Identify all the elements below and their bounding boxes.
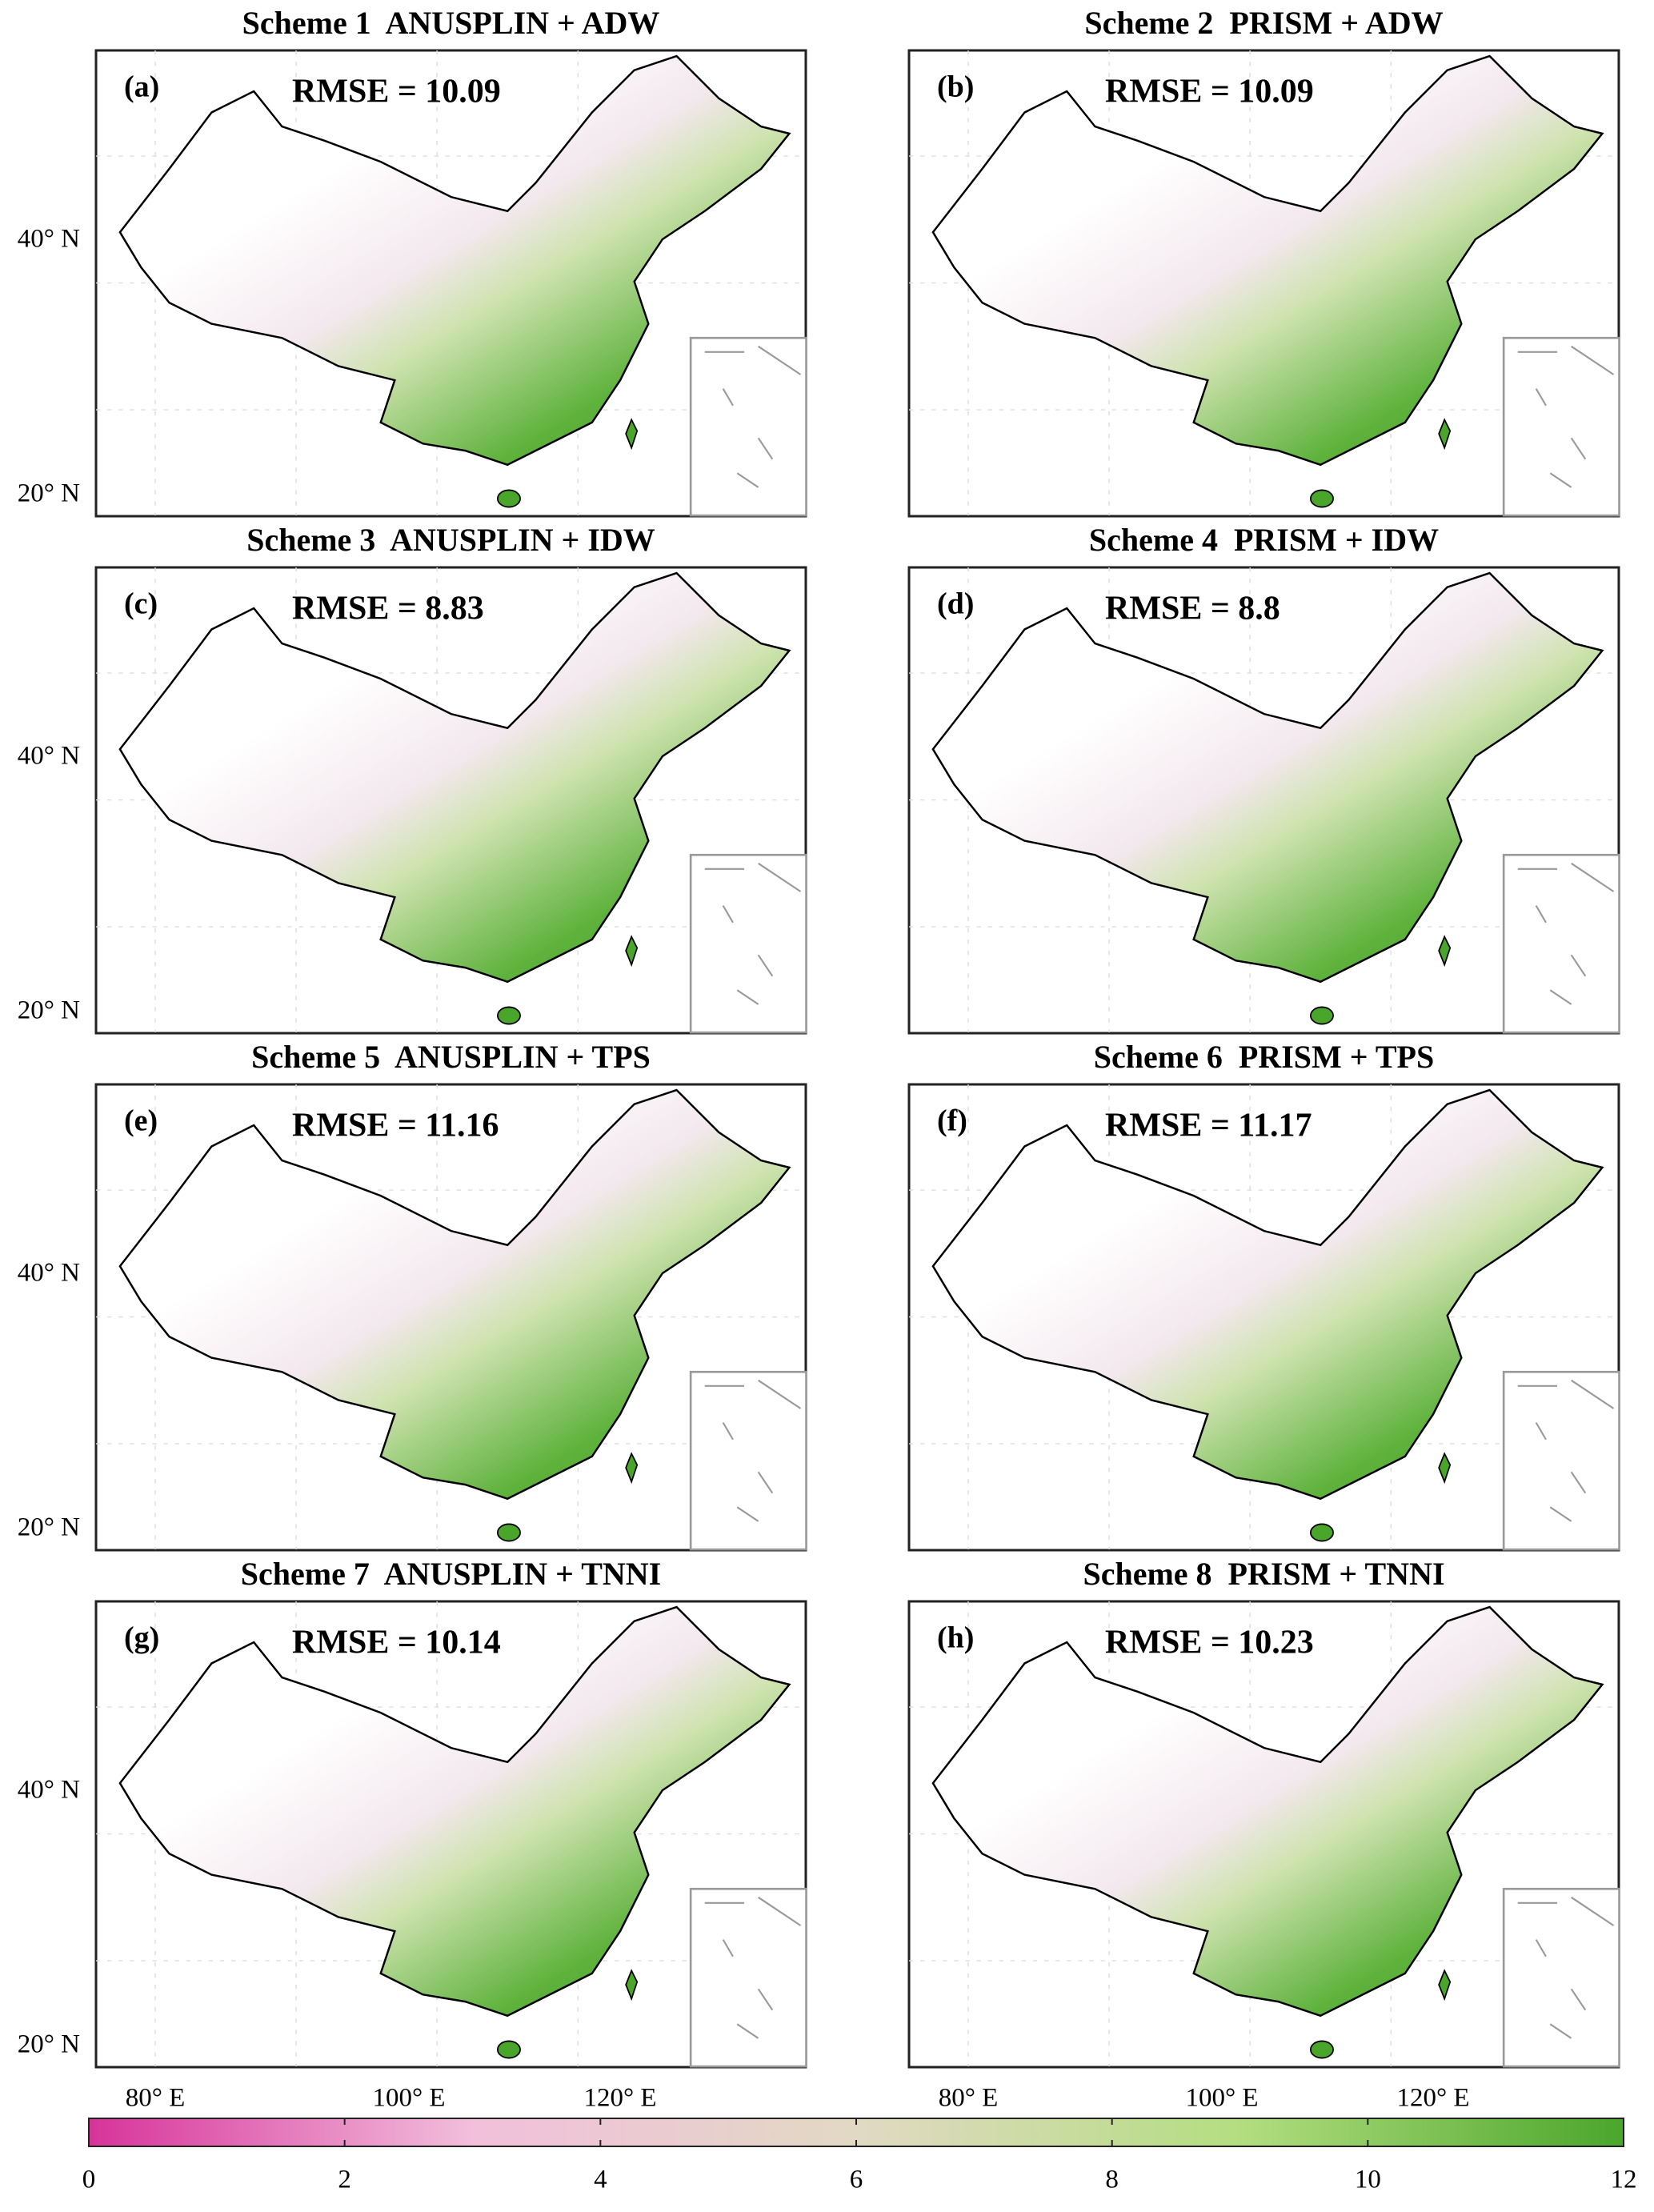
panel-title: Scheme 6 PRISM + TPS: [1094, 1039, 1434, 1075]
panel-title: Scheme 7 ANUSPLIN + TNNI: [241, 1556, 661, 1592]
map-panel: Scheme 8 PRISM + TNNI (h) RMSE = 10.23 80° …: [907, 1556, 1620, 2113]
map-panel: Scheme 3 ANUSPLIN + IDW (c) RMSE = 8.83 40°…: [18, 522, 807, 1035]
rmse-annotation: RMSE = 8.8: [1105, 591, 1280, 627]
panel-title: Scheme 3 ANUSPLIN + IDW: [246, 522, 655, 558]
panel-label: (f): [937, 1104, 967, 1138]
panel-label: (b): [937, 70, 974, 104]
panel-title: Scheme 8 PRISM + TNNI: [1083, 1556, 1444, 1592]
panel-label: (g): [124, 1621, 159, 1655]
lon-tick-label: 120° E: [583, 2084, 656, 2113]
colorbar-tick-label: 8: [1105, 2166, 1119, 2194]
lon-tick-label: 100° E: [372, 2084, 445, 2113]
lon-tick-label: 120° E: [1396, 2084, 1469, 2113]
colorbar-tick-label: 2: [338, 2166, 351, 2194]
colorbar-tick-label: 4: [594, 2166, 607, 2194]
panel-title: Scheme 2 PRISM + ADW: [1084, 5, 1443, 41]
lon-tick-label: 100° E: [1185, 2084, 1258, 2113]
colorbar-tick-label: 12: [1611, 2166, 1637, 2194]
lat-tick-label: 40° N: [18, 1259, 80, 1288]
colorbar-tick-label: 0: [82, 2166, 96, 2194]
map-panel: Scheme 4 PRISM + IDW (d) RMSE = 8.8: [907, 522, 1620, 1035]
rmse-annotation: RMSE = 10.14: [292, 1625, 501, 1661]
lat-tick-label: 40° N: [18, 1776, 80, 1805]
lat-tick-label: 40° N: [18, 742, 80, 771]
panel-label: (d): [937, 587, 974, 621]
lat-tick-label: 20° N: [18, 2030, 80, 2059]
panel-label: (e): [124, 1104, 158, 1138]
lat-tick-label: 20° N: [18, 479, 80, 508]
map-panel: Scheme 1 ANUSPLIN + ADW (a) RMSE = 10.09 40…: [18, 5, 807, 518]
rmse-annotation: RMSE = 8.83: [292, 591, 484, 627]
colorbar-tick-label: 6: [850, 2166, 863, 2194]
map-panel: Scheme 2 PRISM + ADW (b) RMSE = 10.09: [907, 5, 1620, 518]
rmse-annotation: RMSE = 10.09: [292, 74, 501, 110]
rmse-annotation: RMSE = 11.16: [292, 1108, 499, 1144]
lat-tick-label: 20° N: [18, 1513, 80, 1542]
panel-label: (a): [124, 70, 159, 104]
panel-title: Scheme 4 PRISM + IDW: [1089, 522, 1439, 558]
lat-tick-label: 20° N: [18, 996, 80, 1025]
lon-tick-label: 80° E: [939, 2084, 999, 2113]
map-panel: Scheme 6 PRISM + TPS (f) RMSE = 11.17: [907, 1039, 1620, 1552]
lon-tick-label: 80° E: [126, 2084, 186, 2113]
map-panel: Scheme 5 ANUSPLIN + TPS (e) RMSE = 11.16 40…: [18, 1039, 807, 1552]
rmse-annotation: RMSE = 10.23: [1105, 1625, 1314, 1661]
panel-title: Scheme 5 ANUSPLIN + TPS: [251, 1039, 651, 1075]
colorbar-tick-label: 10: [1355, 2166, 1381, 2194]
panel-label: (c): [124, 587, 158, 621]
map-panel: Scheme 7 ANUSPLIN + TNNI (g) RMSE = 10.14 4…: [18, 1556, 807, 2113]
rmse-annotation: RMSE = 11.17: [1105, 1108, 1312, 1144]
lat-tick-label: 40° N: [18, 225, 80, 254]
panel-title: Scheme 1 ANUSPLIN + ADW: [242, 5, 660, 41]
panel-label: (h): [937, 1621, 974, 1655]
rmse-annotation: RMSE = 10.09: [1105, 74, 1314, 110]
